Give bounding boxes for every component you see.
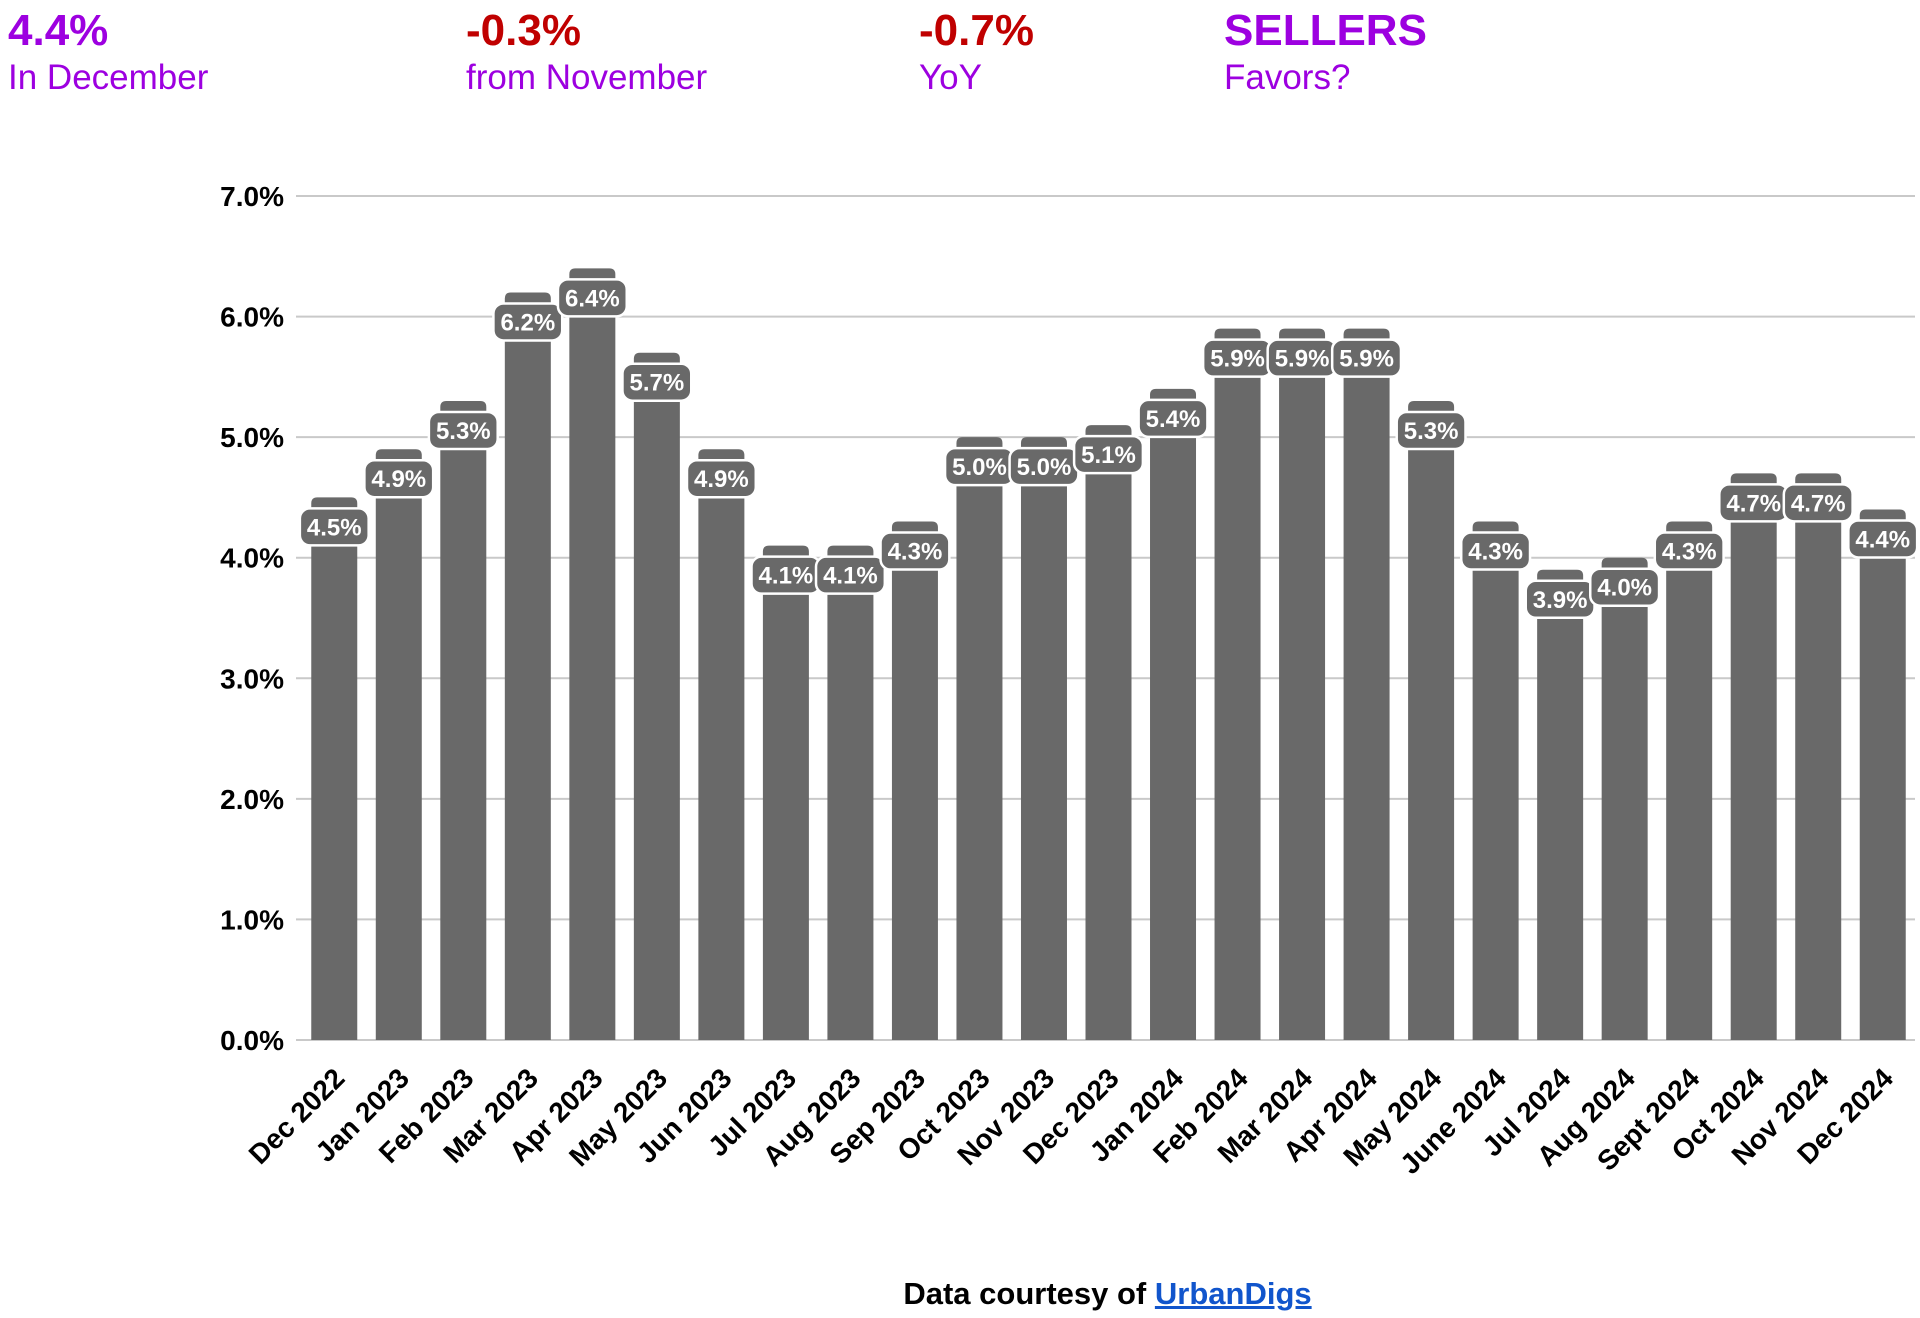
bar <box>1537 569 1584 1040</box>
bar-value-pill <box>1653 531 1725 571</box>
bar-value-label: 4.9% <box>694 466 749 493</box>
bar-value-pill <box>1072 434 1145 475</box>
bar-value-pill <box>1847 519 1919 559</box>
bar-value-label: 4.3% <box>1468 539 1523 566</box>
bar <box>311 497 358 1040</box>
bar-value-pill <box>685 458 758 499</box>
bar-value-pill <box>814 555 887 595</box>
stat-label: Favors? <box>1224 58 1351 98</box>
bar-value-label: 4.7% <box>1791 490 1846 517</box>
bar <box>1150 388 1197 1040</box>
bar-value-pill <box>1782 483 1854 523</box>
bar <box>1601 557 1648 1040</box>
bar <box>827 545 874 1040</box>
bar <box>504 292 551 1040</box>
bar <box>891 521 938 1040</box>
source-text: Data courtesy of <box>903 1276 1155 1311</box>
y-axis-tick-label: 5.0% <box>220 422 284 453</box>
bar-value-label: 4.0% <box>1597 575 1652 602</box>
stat-value: -0.3% <box>466 6 581 55</box>
bar-value-label: 4.3% <box>888 539 943 566</box>
stat-month-over-month: -0.3% from November <box>466 6 707 100</box>
bar <box>440 400 487 1040</box>
bar-value-pill <box>621 362 693 402</box>
y-axis-tick-label: 2.0% <box>220 784 284 815</box>
bar-value-pill <box>1137 398 1209 439</box>
stat-value: 4.4% <box>8 6 109 55</box>
bar <box>1795 473 1842 1040</box>
urbandigs-link[interactable]: UrbanDigs <box>1154 1276 1312 1311</box>
bar-value-pill <box>1589 567 1661 607</box>
bar-value-label: 4.4% <box>1855 526 1910 553</box>
stat-label: from November <box>466 58 708 98</box>
bar <box>698 449 745 1040</box>
stat-value: SELLERS <box>1224 6 1427 55</box>
bar-value-label: 4.1% <box>759 563 814 590</box>
bar-value-pill <box>879 531 951 571</box>
bar <box>1408 400 1455 1040</box>
bar-value-label: 4.1% <box>823 563 878 590</box>
bar-value-label: 6.4% <box>565 285 620 312</box>
bar <box>1214 328 1261 1041</box>
bar-value-label: 5.1% <box>1081 442 1136 469</box>
bar-value-label: 5.7% <box>630 370 685 397</box>
bar-value-label: 5.9% <box>1210 346 1265 373</box>
bar-value-label: 5.0% <box>952 454 1007 481</box>
bar-value-pill <box>1459 531 1532 571</box>
bar <box>1085 425 1132 1041</box>
y-axis-tick-label: 6.0% <box>220 302 284 333</box>
bar-value-label: 6.2% <box>500 309 555 336</box>
stat-market-favor: SELLERS Favors? <box>1224 6 1427 100</box>
chart-source: Data courtesy of UrbanDigs <box>300 1276 1915 1312</box>
bar <box>1343 328 1390 1041</box>
bar-value-label: 5.3% <box>1404 418 1459 445</box>
bar-value-label: 3.9% <box>1533 587 1588 614</box>
y-axis-tick-label: 3.0% <box>220 663 284 694</box>
y-axis-tick-label: 0.0% <box>220 1025 284 1056</box>
bar-value-pill <box>363 458 435 499</box>
bar <box>1020 437 1067 1041</box>
bar <box>375 449 422 1040</box>
stat-year-over-year: -0.7% YoY <box>919 6 1034 100</box>
bar-value-label: 5.9% <box>1275 346 1330 373</box>
bar <box>1472 521 1519 1040</box>
bar-value-pill <box>1395 410 1467 451</box>
bar-value-pill <box>427 410 499 451</box>
y-axis-tick-label: 7.0% <box>220 181 284 212</box>
bar <box>569 268 616 1040</box>
bar-value-label: 4.7% <box>1726 490 1781 517</box>
bar-value-pill <box>298 507 370 547</box>
bar <box>1730 473 1777 1040</box>
bar <box>1859 509 1906 1040</box>
stat-value: -0.7% <box>919 6 1034 55</box>
bar-value-label: 5.0% <box>1017 454 1072 481</box>
y-axis-tick-label: 4.0% <box>220 543 284 574</box>
bar <box>1279 328 1326 1041</box>
bar-value-label: 5.3% <box>436 418 491 445</box>
bar-value-label: 4.9% <box>371 466 426 493</box>
bar <box>633 352 680 1040</box>
bar-value-pill <box>556 278 628 318</box>
bar-value-label: 4.3% <box>1662 539 1717 566</box>
bar <box>1666 521 1713 1040</box>
bar-value-label: 4.5% <box>307 514 362 541</box>
stat-label: In December <box>8 58 209 98</box>
y-axis-tick-label: 1.0% <box>220 904 284 935</box>
stat-current-month: 4.4% In December <box>8 6 208 100</box>
bar-value-label: 5.9% <box>1339 346 1394 373</box>
stat-label: YoY <box>919 58 982 98</box>
bar-value-pill <box>1330 338 1403 378</box>
bar-value-label: 5.4% <box>1146 406 1201 433</box>
bar <box>762 545 809 1040</box>
bar-value-pill <box>492 302 564 342</box>
bar <box>956 437 1003 1041</box>
